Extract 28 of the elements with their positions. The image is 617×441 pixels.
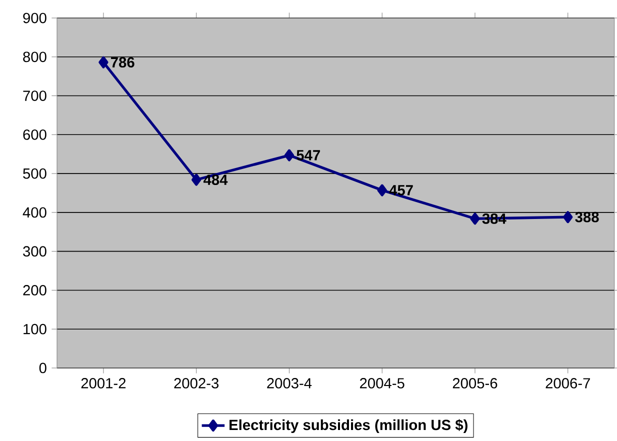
x-tick-label: 2006-7 xyxy=(546,378,590,388)
x-tick-label: 2003-4 xyxy=(267,378,312,388)
data-label: 484 xyxy=(204,174,228,185)
point xyxy=(563,211,573,224)
x-tick-label: 2004-5 xyxy=(360,378,404,388)
legend-label: Electricity subsidies (million US $) xyxy=(230,419,468,434)
y-tick-label: 700 xyxy=(23,90,46,101)
x-tick-label: 2005-6 xyxy=(452,378,498,388)
data-label: 388 xyxy=(575,212,599,222)
x-tick-label: 2001-2 xyxy=(81,378,126,388)
point xyxy=(470,212,480,225)
y-tick-label: 0 xyxy=(39,362,46,374)
y-tick-label: 800 xyxy=(23,52,46,62)
y-tick-label: 400 xyxy=(22,207,46,218)
point xyxy=(192,174,202,186)
y-tick-label: 500 xyxy=(23,168,46,179)
data-label: 547 xyxy=(296,150,320,160)
y-tick-label: 900 xyxy=(23,12,46,24)
y-tick-label: 600 xyxy=(23,129,46,140)
point xyxy=(377,184,387,196)
y-tick-label: 300 xyxy=(23,246,46,257)
data-label: 786 xyxy=(111,57,134,68)
point xyxy=(284,149,294,162)
point xyxy=(98,56,108,68)
data-label: 457 xyxy=(389,185,413,196)
y-tick-label: 200 xyxy=(23,285,46,296)
y-tick-label: 100 xyxy=(24,324,46,334)
x-tick-label: 2002-3 xyxy=(174,378,219,388)
